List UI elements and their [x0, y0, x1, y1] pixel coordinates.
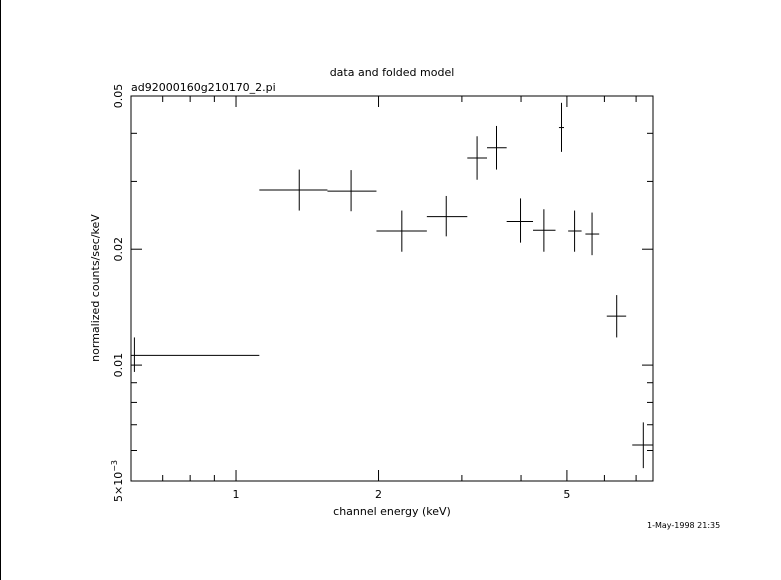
data-point — [558, 102, 565, 152]
y-tick-label: 0.02 — [112, 237, 125, 262]
window-left-border — [0, 0, 1, 580]
data-point — [506, 198, 534, 243]
data-point — [606, 295, 627, 338]
data-point — [131, 337, 260, 372]
y-axis-label: normalized counts/sec/keV — [89, 214, 102, 362]
x-axis-label: channel energy (keV) — [333, 505, 451, 518]
y-minor-ticks — [131, 95, 653, 482]
data-point — [487, 125, 507, 170]
plot-frame — [130, 95, 654, 482]
data-point — [632, 422, 653, 469]
chart-title: data and folded model — [330, 66, 455, 79]
data-point — [467, 136, 488, 180]
x-tick-label: 5 — [563, 488, 570, 501]
data-points — [131, 102, 653, 469]
y-tick-label: 0.05 — [112, 84, 125, 109]
x-minor-ticks — [130, 96, 637, 481]
y-tick-label: 0.01 — [112, 353, 125, 378]
data-point — [426, 195, 468, 237]
x-tick-label: 1 — [233, 488, 240, 501]
data-point — [376, 210, 427, 252]
timestamp: 1-May-1998 21:35 — [647, 521, 720, 530]
data-point — [259, 169, 328, 211]
data-point — [585, 212, 600, 256]
data-point — [533, 209, 556, 252]
x-tick-labels: 1 2 5 — [233, 488, 571, 501]
chart-subtitle: ad92000160g210170_2.pi — [131, 81, 276, 94]
data-point — [327, 170, 377, 212]
x-tick-label: 2 — [375, 488, 382, 501]
y-tick-label: 5×10−3 — [110, 460, 125, 502]
data-point — [568, 210, 582, 252]
y-tick-labels: 5×10−3 0.01 0.02 0.05 — [110, 84, 125, 502]
